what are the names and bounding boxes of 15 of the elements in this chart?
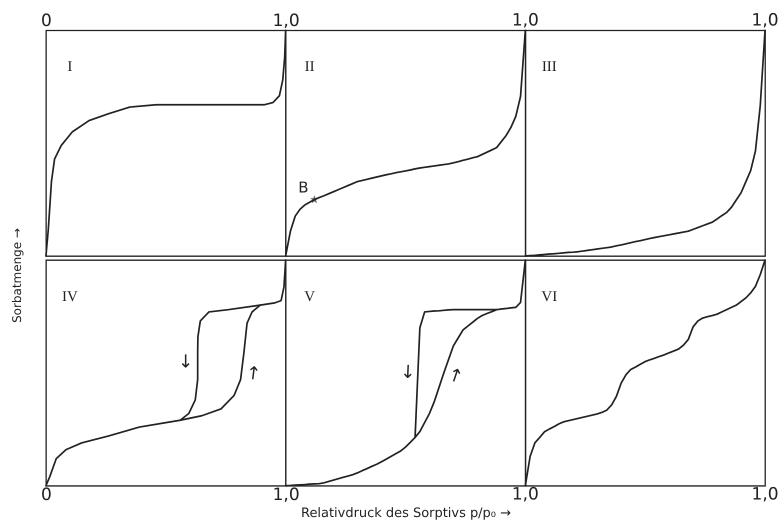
text: ↑ [444,364,466,388]
text: VI [541,288,558,305]
text: II [304,59,315,76]
series-label: ↓ [400,362,416,384]
text: III [542,59,557,76]
series-label: B [298,178,309,197]
text: IV [62,288,78,305]
text: I [67,59,72,76]
text: ↑ [244,362,262,386]
x-tick-label: 0 [41,485,52,506]
text: V [304,288,316,305]
x-tick-label: 0 [41,10,52,31]
y-axis-title: Sorbatmenge → [10,228,24,323]
x-axis-title: Relativdruck des Sorptivs p/p₀ → [301,506,512,522]
series-label: ↓ [178,352,194,373]
